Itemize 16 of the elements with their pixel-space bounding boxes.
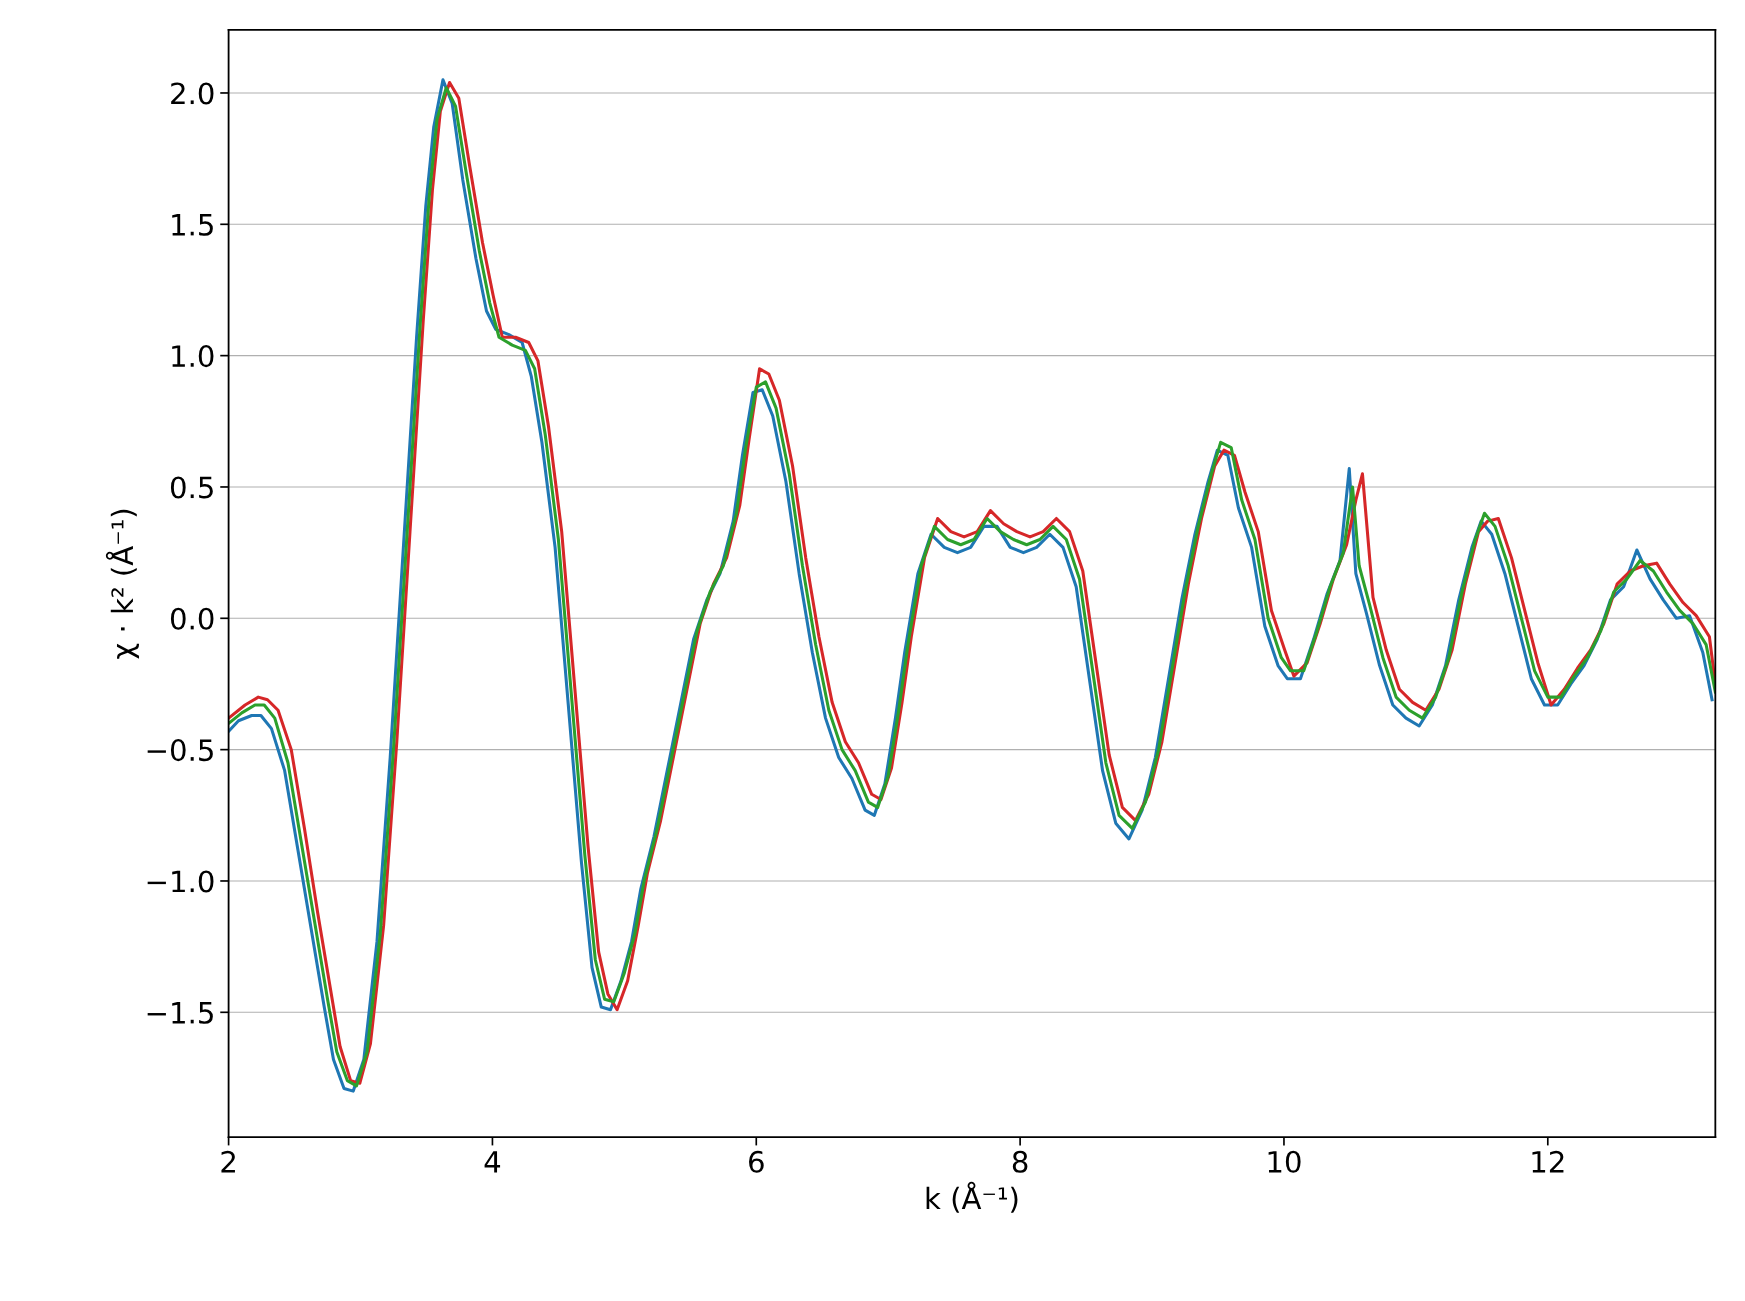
y-tick-label: 0.5 [170, 476, 213, 499]
y-tick-label: 1.5 [172, 214, 213, 236]
x-tick-label: 6 [749, 1150, 764, 1173]
x-tick-label: 4 [484, 1151, 501, 1173]
y-axis-title: χ · k² (Å⁻¹) [105, 509, 140, 659]
y-tick-label: 2.0 [171, 82, 214, 105]
y-tick-label: −1.5 [147, 1002, 213, 1024]
x-tick-label: 10 [1268, 1150, 1301, 1173]
y-tick-label: −0.5 [147, 739, 213, 762]
x-tick-label: 2 [221, 1150, 235, 1173]
y-tick-label: −1.0 [147, 870, 214, 893]
y-tick-label: 1.0 [172, 345, 214, 368]
x-axis-title: k (Å⁻¹) [926, 1181, 1018, 1213]
x-tick-label: 12 [1532, 1150, 1564, 1173]
y-tick-label: 0.0 [170, 607, 214, 630]
x-tick-label: 8 [1012, 1150, 1028, 1173]
